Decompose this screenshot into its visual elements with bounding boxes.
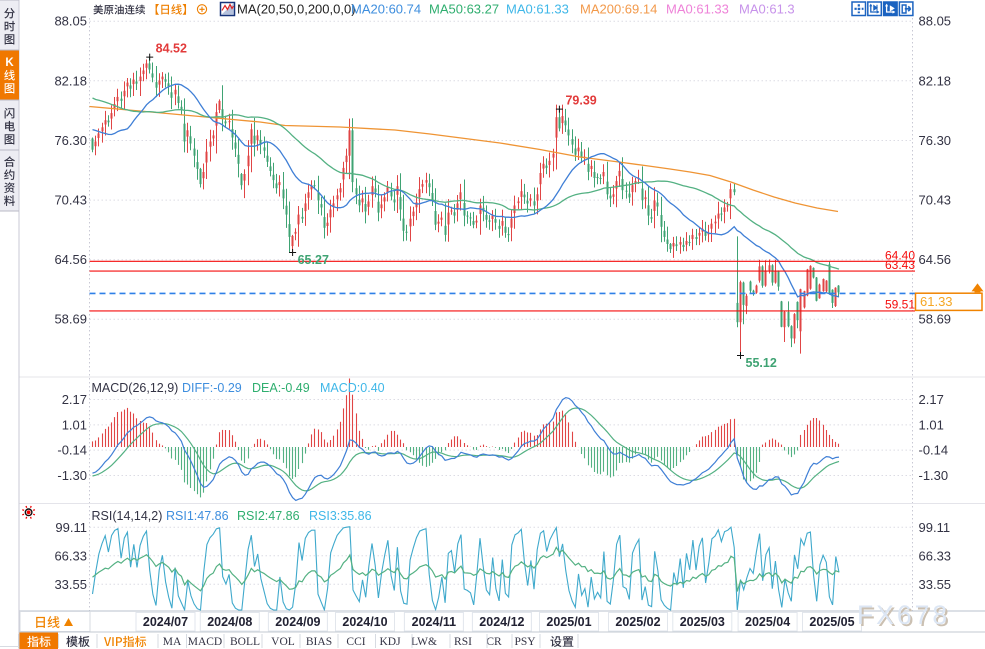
svg-text:2024/10: 2024/10 (342, 615, 387, 629)
svg-text:2024/12: 2024/12 (479, 615, 524, 629)
svg-text:-0.14: -0.14 (57, 443, 87, 458)
svg-text:MA50:63.27: MA50:63.27 (429, 2, 499, 17)
svg-text:FX678: FX678 (859, 602, 952, 632)
svg-text:RSI1:47.86: RSI1:47.86 (166, 509, 229, 523)
svg-text:63.43: 63.43 (885, 258, 915, 272)
svg-text:2025/02: 2025/02 (615, 615, 660, 629)
svg-text:2025/01: 2025/01 (546, 615, 591, 629)
svg-text:82.18: 82.18 (919, 73, 952, 88)
svg-text:PSY: PSY (514, 636, 536, 648)
svg-text:64.56: 64.56 (919, 252, 952, 267)
svg-text:MA: MA (163, 636, 182, 648)
svg-text:65.27: 65.27 (298, 253, 329, 267)
svg-text:59.51: 59.51 (885, 297, 915, 311)
svg-text:-0.14: -0.14 (919, 443, 949, 458)
svg-text:2025/05: 2025/05 (809, 615, 854, 629)
svg-text:99.11: 99.11 (55, 520, 87, 535)
svg-text:MA0:61.33: MA0:61.33 (506, 2, 569, 17)
svg-text:99.11: 99.11 (919, 520, 951, 535)
svg-text:K: K (5, 57, 14, 69)
svg-text:MACD(26,12,9): MACD(26,12,9) (92, 381, 179, 395)
svg-text:BOLL: BOLL (230, 636, 260, 648)
svg-text:2025/03: 2025/03 (680, 615, 725, 629)
svg-text:RSI: RSI (454, 636, 472, 648)
svg-text:55.12: 55.12 (746, 356, 777, 370)
svg-text:1.01: 1.01 (919, 417, 944, 432)
svg-text:CR: CR (486, 636, 502, 648)
svg-text:1.01: 1.01 (62, 417, 87, 432)
svg-text:82.18: 82.18 (54, 73, 87, 88)
svg-text:LW&: LW& (411, 636, 437, 648)
svg-text:58.69: 58.69 (54, 312, 87, 327)
svg-text:88.05: 88.05 (54, 14, 87, 29)
svg-text:RSI2:47.86: RSI2:47.86 (237, 509, 300, 523)
svg-text:KDJ: KDJ (379, 636, 401, 648)
svg-text:VOL: VOL (271, 636, 295, 648)
svg-text:2024/09: 2024/09 (275, 615, 320, 629)
svg-text:2024/07: 2024/07 (143, 615, 188, 629)
svg-text:64.56: 64.56 (54, 252, 87, 267)
svg-text:33.55: 33.55 (919, 577, 952, 592)
svg-text:58.69: 58.69 (919, 312, 952, 327)
svg-text:76.30: 76.30 (919, 133, 952, 148)
svg-text:79.39: 79.39 (565, 94, 596, 108)
svg-text:MACD:0.40: MACD:0.40 (320, 381, 385, 395)
svg-text:MA(20,50,0,200,0,0): MA(20,50,0,200,0,0) (237, 2, 356, 17)
svg-text:MA200:69.14: MA200:69.14 (580, 2, 657, 17)
svg-text:DEA:-0.49: DEA:-0.49 (252, 381, 310, 395)
svg-text:66.33: 66.33 (54, 548, 87, 563)
svg-text:MA20:60.74: MA20:60.74 (351, 2, 421, 17)
svg-text:FX678: FX678 (857, 600, 950, 630)
svg-text:2.17: 2.17 (62, 392, 87, 407)
svg-text:MA0:61.33: MA0:61.33 (666, 2, 729, 17)
svg-text:RSI(14,14,2): RSI(14,14,2) (92, 509, 163, 523)
svg-text:2025/04: 2025/04 (745, 615, 790, 629)
svg-text:-1.30: -1.30 (919, 468, 949, 483)
svg-text:2024/11: 2024/11 (412, 615, 457, 629)
svg-text:DIFF:-0.29: DIFF:-0.29 (182, 381, 242, 395)
svg-text:RSI3:35.86: RSI3:35.86 (309, 509, 372, 523)
svg-text:76.30: 76.30 (54, 133, 87, 148)
svg-text:33.55: 33.55 (54, 577, 87, 592)
svg-text:64.40: 64.40 (885, 248, 915, 262)
svg-text:CCI: CCI (346, 636, 365, 648)
svg-text:84.52: 84.52 (156, 42, 187, 56)
svg-text:2.17: 2.17 (919, 392, 944, 407)
svg-text:61.33: 61.33 (920, 294, 953, 309)
svg-text:MACD: MACD (188, 636, 223, 648)
svg-text:88.05: 88.05 (919, 14, 952, 29)
svg-text:-1.30: -1.30 (57, 468, 87, 483)
svg-text:70.43: 70.43 (919, 193, 952, 208)
svg-text:2024/08: 2024/08 (207, 615, 252, 629)
svg-text:66.33: 66.33 (919, 548, 952, 563)
svg-text:70.43: 70.43 (54, 193, 87, 208)
svg-text:MA0:61.3: MA0:61.3 (739, 2, 795, 17)
svg-text:BIAS: BIAS (306, 636, 332, 648)
